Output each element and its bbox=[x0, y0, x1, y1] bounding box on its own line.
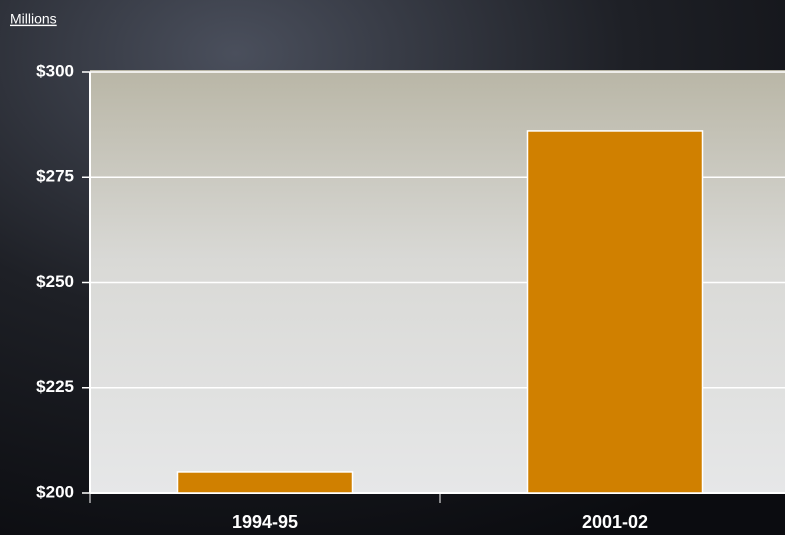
y-tick-label: $225 bbox=[36, 377, 74, 396]
y-unit-label: Millions bbox=[10, 11, 57, 27]
x-tick-label: 1994-95 bbox=[232, 512, 298, 532]
y-tick-label: $275 bbox=[36, 167, 74, 186]
page: Millions $200 $225 $250 $275 $300 1994-95 2001… bbox=[0, 0, 785, 535]
y-tick-label: $300 bbox=[36, 61, 74, 80]
y-tick-label: $200 bbox=[36, 482, 74, 501]
y-tick-label: $250 bbox=[36, 272, 74, 291]
x-tick-label: 2001-02 bbox=[582, 512, 648, 532]
chart: Millions $200 $225 $250 $275 $300 1994-95 2001… bbox=[0, 0, 785, 535]
bar bbox=[528, 131, 703, 493]
bar bbox=[178, 472, 353, 493]
